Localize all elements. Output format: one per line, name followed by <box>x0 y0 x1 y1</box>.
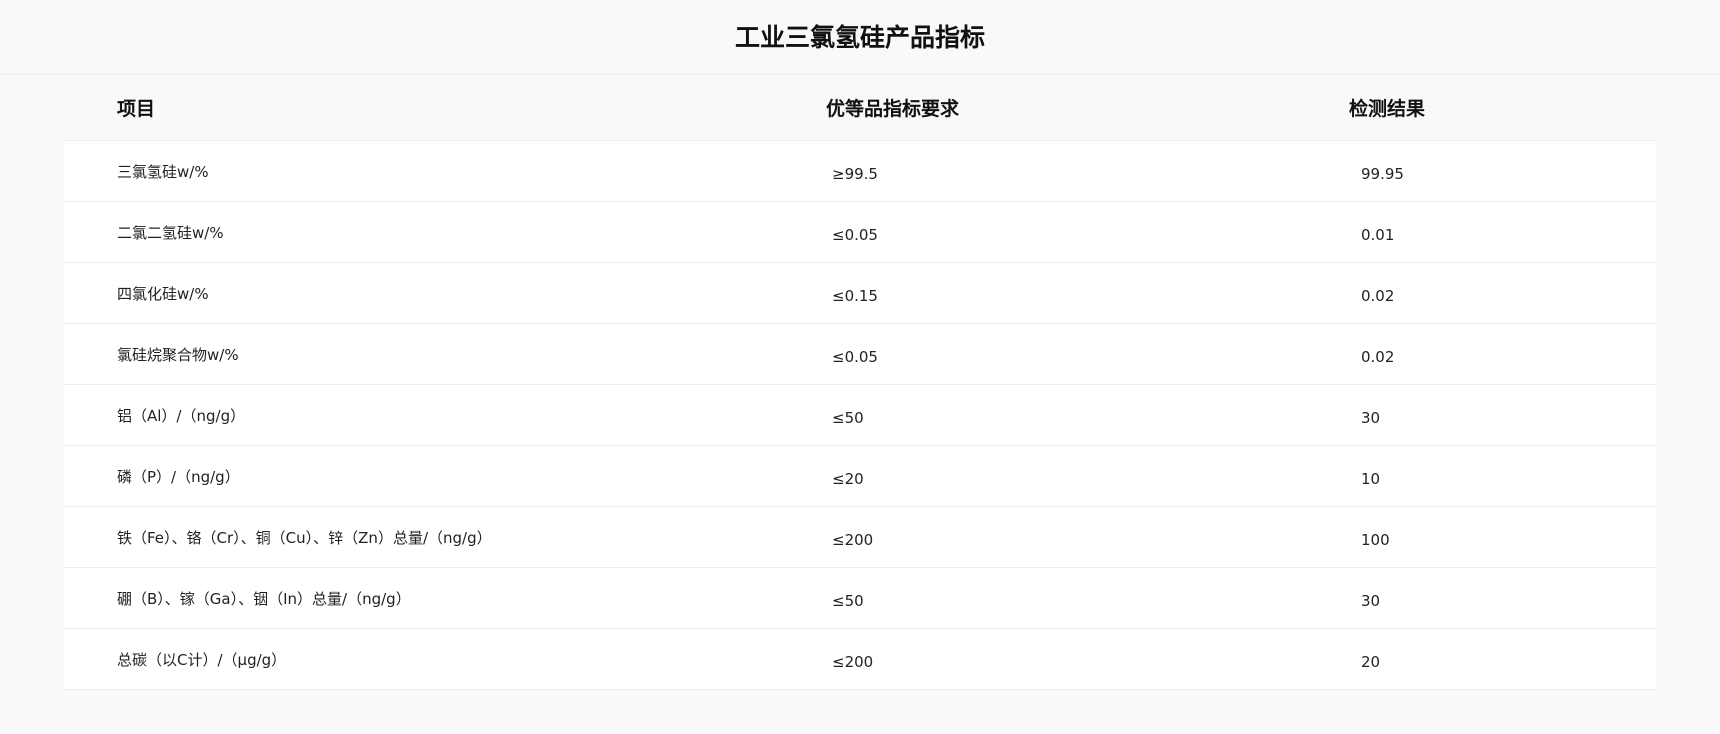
cell-result: 100 <box>1361 531 1390 549</box>
cell-result: 30 <box>1361 592 1381 610</box>
table-row: 硼（B）、镓（Ga）、铟（In）总量/（ng/g） ≤50 30 <box>64 568 1656 629</box>
cell-requirement: ≥99.5 <box>832 165 878 183</box>
title-bar: 工业三氯氢硅产品指标 <box>0 0 1720 75</box>
table-row: 铁（Fe）、铬（Cr）、铜（Cu）、锌（Zn）总量/（ng/g） ≤200 100 <box>64 507 1656 568</box>
table-row: 总碳（以C计）/（μg/g） ≤200 20 <box>64 629 1656 690</box>
cell-item: 磷（P）/（ng/g） <box>117 468 240 486</box>
cell-requirement: ≤0.05 <box>832 226 878 244</box>
header-requirement: 优等品指标要求 <box>826 98 960 120</box>
cell-item: 铁（Fe）、铬（Cr）、铜（Cu）、锌（Zn）总量/（ng/g） <box>117 529 492 547</box>
cell-requirement: ≤0.05 <box>832 348 878 366</box>
cell-result: 10 <box>1361 470 1381 488</box>
table-row: 四氯化硅w/% ≤0.15 0.02 <box>64 263 1656 324</box>
header-result: 检测结果 <box>1349 98 1426 120</box>
cell-requirement: ≤20 <box>832 470 864 488</box>
cell-item: 三氯氢硅w/% <box>117 163 209 181</box>
table-row: 铝（Al）/（ng/g） ≤50 30 <box>64 385 1656 446</box>
cell-requirement: ≤50 <box>832 409 864 427</box>
cell-item: 总碳（以C计）/（μg/g） <box>117 651 287 669</box>
cell-result: 99.95 <box>1361 165 1404 183</box>
table-row: 磷（P）/（ng/g） ≤20 10 <box>64 446 1656 507</box>
cell-result: 0.02 <box>1361 287 1395 305</box>
cell-requirement: ≤50 <box>832 592 864 610</box>
cell-item: 硼（B）、镓（Ga）、铟（In）总量/（ng/g） <box>117 590 411 608</box>
header-item: 项目 <box>117 98 156 120</box>
cell-requirement: ≤200 <box>832 531 874 549</box>
table-row: 三氯氢硅w/% ≥99.5 99.95 <box>64 141 1656 202</box>
spec-table: 项目 优等品指标要求 检测结果 三氯氢硅w/% ≥99.5 99.95 二氯二氢硅w/… <box>64 75 1656 690</box>
table-row: 氯硅烷聚合物w/% ≤0.05 0.02 <box>64 324 1656 385</box>
cell-requirement: ≤0.15 <box>832 287 878 305</box>
page-title: 工业三氯氢硅产品指标 <box>734 23 985 52</box>
cell-item: 二氯二氢硅w/% <box>117 224 224 242</box>
cell-item: 氯硅烷聚合物w/% <box>117 346 239 364</box>
cell-result: 20 <box>1361 653 1381 671</box>
cell-result: 30 <box>1361 409 1381 427</box>
cell-result: 0.01 <box>1361 226 1395 244</box>
cell-item: 四氯化硅w/% <box>117 285 209 303</box>
cell-requirement: ≤200 <box>832 653 874 671</box>
table-row: 二氯二氢硅w/% ≤0.05 0.01 <box>64 202 1656 263</box>
cell-item: 铝（Al）/（ng/g） <box>117 407 246 425</box>
cell-result: 0.02 <box>1361 348 1395 366</box>
table-header: 项目 优等品指标要求 检测结果 <box>64 75 1656 141</box>
